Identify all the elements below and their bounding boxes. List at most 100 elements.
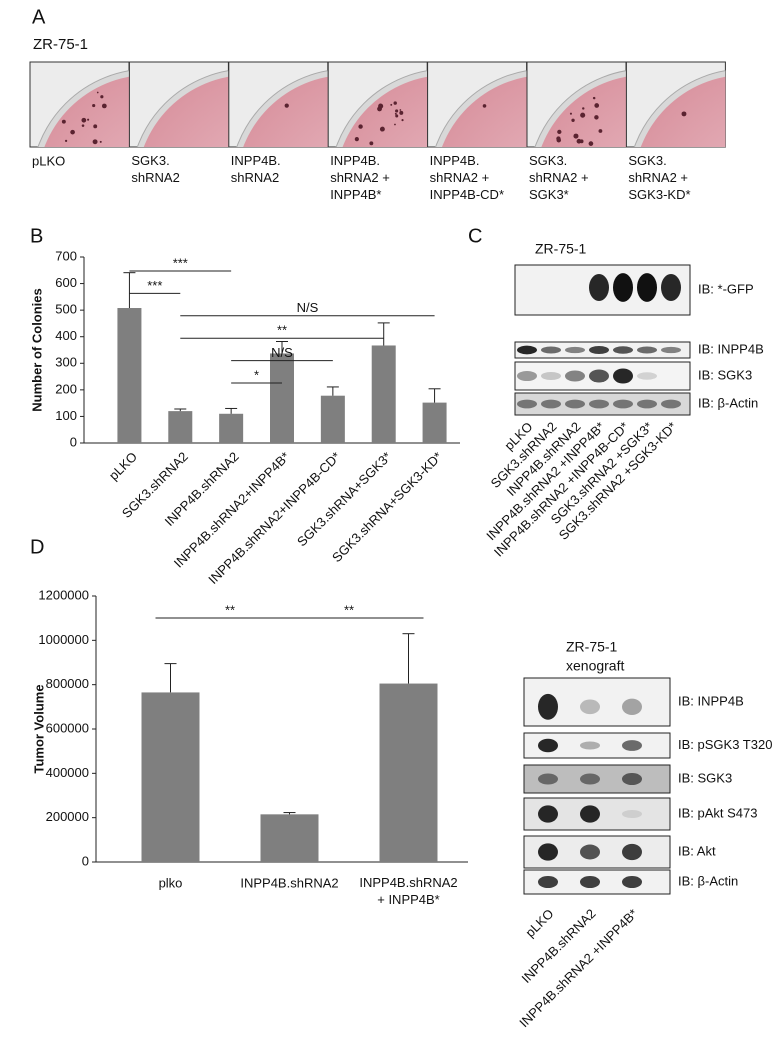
bar <box>379 683 438 862</box>
colony <box>395 114 399 118</box>
dish-agar <box>143 76 229 147</box>
bar <box>371 345 396 443</box>
dish-inner <box>37 70 129 147</box>
colony <box>99 140 102 143</box>
band <box>589 274 609 301</box>
band <box>661 274 681 301</box>
band <box>538 805 558 823</box>
colony <box>70 129 75 135</box>
panel-label: D <box>30 536 44 558</box>
condition-label: INPP4B. shRNA2 <box>231 153 281 185</box>
x-tick-label: INPP4B.shRNA2 <box>240 875 338 890</box>
significance-label: ** <box>277 323 287 338</box>
band <box>622 772 642 786</box>
dish-inner <box>435 70 527 147</box>
colony <box>592 96 596 100</box>
band <box>637 399 657 409</box>
colony <box>576 138 582 144</box>
bar <box>320 395 345 443</box>
dish-agar <box>441 76 527 147</box>
bar <box>260 814 319 862</box>
colony <box>557 129 562 134</box>
band <box>589 399 609 409</box>
dish-inner <box>633 70 726 147</box>
bar <box>422 402 447 443</box>
band <box>580 699 600 715</box>
dish-inner <box>534 70 626 147</box>
colony <box>598 129 603 133</box>
colony <box>92 103 96 108</box>
band <box>538 843 558 861</box>
y-tick-label: 300 <box>55 355 77 370</box>
panel-label: B <box>30 225 43 247</box>
band <box>580 875 600 889</box>
significance-label: N/S <box>297 300 319 315</box>
condition-label: INPP4B. shRNA2 + INPP4B-CD* <box>430 153 504 202</box>
colony <box>399 110 404 115</box>
y-tick-label: 0 <box>82 853 89 868</box>
y-axis-label: Tumor Volume <box>31 684 46 773</box>
y-tick-label: 700 <box>55 248 77 263</box>
colony <box>64 139 68 143</box>
significance-label: * <box>254 367 259 382</box>
band <box>622 698 642 716</box>
band <box>637 372 657 380</box>
colony <box>399 109 402 111</box>
panel-label: A <box>32 6 46 28</box>
band <box>580 773 600 785</box>
condition-label: SGK3. shRNA2 + SGK3-KD* <box>628 153 690 202</box>
band <box>589 369 609 383</box>
band <box>517 399 537 409</box>
y-tick-label: 1200000 <box>38 587 89 602</box>
y-tick-label: 1000000 <box>38 632 89 647</box>
y-tick-label: 100 <box>55 408 77 423</box>
band <box>565 346 585 354</box>
band <box>580 741 600 750</box>
cell-line: ZR-75-1 <box>535 241 587 257</box>
band <box>622 809 642 819</box>
colony <box>284 103 289 108</box>
band <box>613 273 633 302</box>
colony <box>379 126 385 132</box>
probe-label: IB: SGK3 <box>678 770 732 785</box>
dish <box>29 61 130 148</box>
y-tick-label: 500 <box>55 302 77 317</box>
band <box>580 844 600 860</box>
colony <box>390 103 393 106</box>
probe-label: IB: SGK3 <box>698 367 752 382</box>
probe-label: IB: INPP4B <box>678 693 744 708</box>
x-tick-label: INPP4B.shRNA2 + INPP4B* <box>359 875 457 907</box>
y-tick-label: 600 <box>55 275 77 290</box>
colony <box>588 141 594 146</box>
band <box>637 273 657 302</box>
bar <box>141 692 200 862</box>
dish <box>128 61 229 148</box>
lane-label: INPP4B.shRNA2 <box>518 906 598 986</box>
probe-label: IB: INPP4B <box>698 341 764 356</box>
significance-label: ** <box>225 602 235 617</box>
y-tick-label: 600000 <box>46 720 89 735</box>
band <box>538 738 558 753</box>
colony <box>569 112 572 115</box>
condition-label: SGK3. shRNA2 <box>131 153 179 185</box>
condition-label: pLKO <box>32 153 65 168</box>
colony <box>393 101 397 105</box>
colony <box>358 124 363 129</box>
condition-label: INPP4B. shRNA2 + INPP4B* <box>330 153 390 202</box>
dish <box>228 61 329 148</box>
cell-line: ZR-75-1 <box>566 639 618 655</box>
dish-agar <box>541 76 626 147</box>
band <box>622 875 642 889</box>
colony <box>87 118 90 121</box>
bar <box>270 353 294 443</box>
band <box>613 399 633 409</box>
band <box>622 843 642 861</box>
colony <box>594 115 599 120</box>
colony <box>93 124 98 129</box>
colony <box>81 117 87 123</box>
y-tick-label: 200 <box>55 381 77 396</box>
colony <box>100 95 104 99</box>
significance-label: *** <box>173 255 188 270</box>
colony <box>401 119 404 122</box>
